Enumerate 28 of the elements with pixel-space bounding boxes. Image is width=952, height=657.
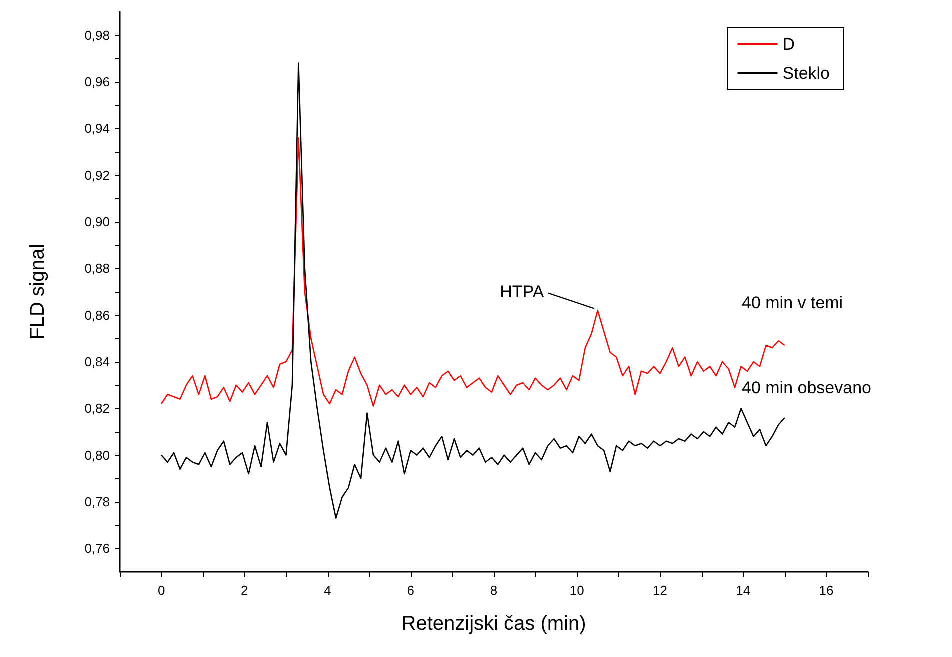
y-tick-label: 0,82 [84,401,110,416]
annotation: HTPA [500,282,545,302]
y-tick-label: 0,78 [84,494,110,510]
y-tick-label: 0,86 [84,308,110,323]
y-tick-label: 0,94 [84,121,110,136]
y-tick-label: 0,84 [84,354,110,370]
y-axis-title: FLD signal [27,244,49,340]
y-tick-label: 0,98 [84,28,110,43]
x-tick-label: 2 [241,583,248,598]
x-tick-label: 6 [407,583,415,598]
x-tick-label: 14 [736,583,751,598]
legend-label: D [782,35,796,54]
x-tick-label: 10 [570,583,584,598]
y-tick-label: 0,92 [84,168,110,183]
annotation: 40 min v temi [742,294,844,312]
x-tick-label: 4 [324,583,332,598]
y-tick-label: 0,96 [84,74,110,90]
y-tick-label: 0,88 [84,261,110,276]
x-tick-label: 0 [158,583,166,598]
x-tick-label: 16 [819,583,834,598]
legend-label: Steklo [782,64,830,83]
x-tick-label: 8 [490,583,498,598]
x-tick-label: 12 [652,583,668,598]
y-tick-label: 0,90 [84,214,110,230]
annotation: 40 min obsevano [742,378,872,398]
x-axis-title: Retenzijski čas (min) [402,613,586,635]
y-tick-label: 0,76 [84,541,110,556]
y-tick-label: 0,80 [84,448,110,463]
